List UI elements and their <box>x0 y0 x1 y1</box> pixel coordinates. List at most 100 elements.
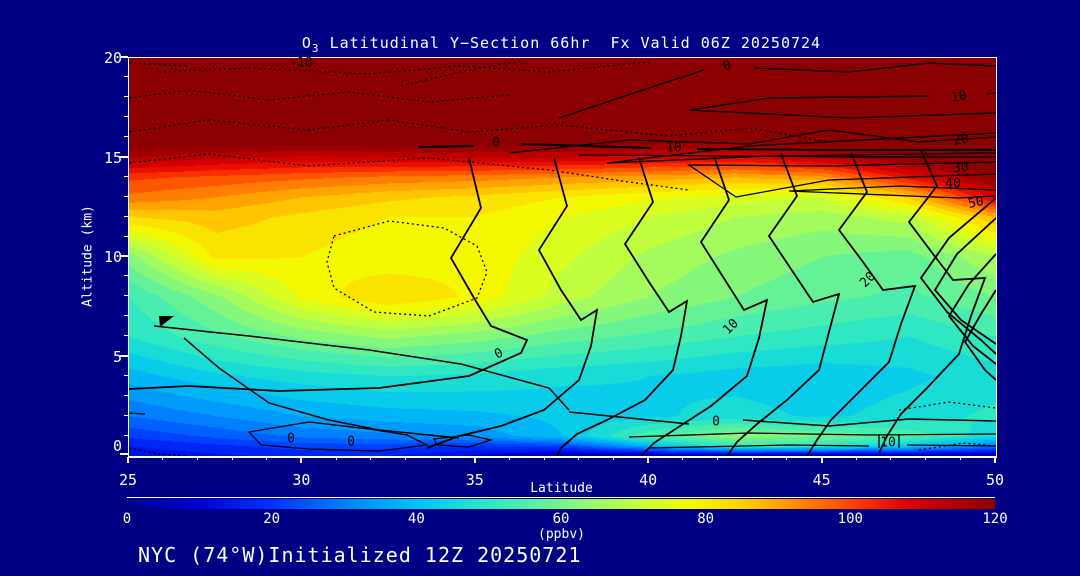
contour-label-0: 0 <box>712 414 720 430</box>
x-major-tick <box>127 457 129 463</box>
y-minor-tick <box>124 136 128 138</box>
y-major-tick <box>120 255 128 257</box>
contour-lines-thin <box>129 62 996 452</box>
y-minor-tick <box>124 414 128 416</box>
y-minor-tick <box>124 96 128 98</box>
colorbar-tick-label-20: 20 <box>263 511 281 527</box>
y-tick-label-0: 0 <box>112 437 122 455</box>
title-species: O <box>301 34 312 52</box>
contour-label-50: 50 <box>966 194 986 212</box>
filled-contour-field <box>129 58 996 456</box>
x-major-tick <box>473 457 476 463</box>
y-tick-label-5: 5 <box>112 347 122 366</box>
colorbar-unit-label: (ppbv) <box>538 527 585 542</box>
contour-value-labels: -10 0 0 10 10 20 30 40 50 20 10 0 0 0 0 10 <box>129 55 996 456</box>
y-minor-tick <box>124 295 128 297</box>
y-tick-label-20: 20 <box>103 49 122 67</box>
colorbar-gradient <box>127 499 995 509</box>
y-minor-tick <box>124 394 128 396</box>
y-minor-tick <box>124 235 128 237</box>
colorbar-tick-label-60: 60 <box>552 511 570 527</box>
x-tick-label-35: 35 <box>465 471 484 489</box>
x-major-tick <box>300 457 303 463</box>
x-tick-label-40: 40 <box>639 471 658 489</box>
init-info-text: NYC (74°W)Initialized 12Z 20250721 <box>138 543 582 567</box>
y-minor-tick <box>124 215 128 217</box>
x-minor-tick <box>786 457 788 460</box>
x-minor-tick <box>404 457 406 460</box>
contour-lines-lower <box>153 325 996 439</box>
y-minor-tick <box>124 315 128 317</box>
y-tick-label-15: 15 <box>103 148 122 167</box>
contour-label-10: 10 <box>880 435 896 451</box>
y-major-tick <box>120 453 128 455</box>
x-minor-tick <box>335 457 337 460</box>
y-axis-ticks <box>120 56 128 456</box>
x-minor-tick <box>196 457 198 460</box>
x-minor-tick <box>439 457 441 460</box>
x-axis-tick-labels: 25 30 35 40 45 50 <box>119 463 1004 489</box>
contour-label-0: 0 <box>492 345 506 363</box>
y-major-tick <box>120 56 128 58</box>
contour-label-0: 0 <box>720 57 734 75</box>
y-major-tick <box>120 354 128 357</box>
colorbar-tick-label-100: 100 <box>837 511 863 527</box>
contour-label-20: 20 <box>857 269 879 291</box>
title-species-subscript: 3 <box>311 42 320 55</box>
contour-label-20: 20 <box>951 131 971 149</box>
contour-label-40: 40 <box>945 176 961 192</box>
x-minor-tick <box>890 457 892 460</box>
x-tick-label-50: 50 <box>985 471 1005 489</box>
y-minor-tick <box>124 76 128 78</box>
x-axis-title: Latitude <box>530 481 593 496</box>
colorbar-top-line <box>127 497 995 498</box>
colorbar-tick-label-0: 0 <box>122 511 132 527</box>
x-minor-tick <box>370 457 372 460</box>
colorbar-tick-label-80: 80 <box>697 511 715 527</box>
y-minor-tick <box>124 195 128 197</box>
contour-lines-overlay <box>129 60 996 456</box>
contour-label-10: 10 <box>720 316 742 338</box>
wind-flag-marker <box>159 316 174 327</box>
x-minor-tick <box>925 457 927 460</box>
x-minor-tick <box>508 457 510 460</box>
x-minor-tick <box>266 457 268 460</box>
y-minor-tick <box>124 374 128 376</box>
x-major-tick <box>647 457 650 463</box>
y-axis-tick-labels: 0 5 10 15 20 <box>74 49 122 456</box>
contour-lines-negative-dotted <box>129 60 996 456</box>
x-major-tick <box>994 457 996 463</box>
x-minor-tick <box>682 457 684 460</box>
y-major-tick <box>120 155 128 158</box>
contour-label-30: 30 <box>952 159 970 177</box>
y-minor-tick <box>124 335 128 337</box>
contour-label-10: 10 <box>666 140 682 156</box>
plot-area: -10 0 0 10 10 20 30 40 50 20 10 0 0 0 0 10 <box>128 57 997 458</box>
contour-label-0: 0 <box>287 431 295 447</box>
y-tick-label-10: 10 <box>103 248 122 266</box>
x-minor-tick <box>751 457 753 460</box>
x-axis-ticks <box>127 457 996 467</box>
y-minor-tick <box>124 116 128 118</box>
x-minor-tick <box>231 457 233 460</box>
contour-label--10: -10 <box>289 55 313 71</box>
x-minor-tick <box>855 457 857 460</box>
contour-lines-main <box>129 149 996 456</box>
contour-label-0: 0 <box>492 135 500 151</box>
y-minor-tick <box>124 175 128 177</box>
contour-label-0: 0 <box>347 434 355 450</box>
x-major-tick <box>820 457 823 463</box>
tropopause-boundary-line <box>418 143 996 151</box>
contour-label-10: 10 <box>949 88 969 106</box>
x-minor-tick <box>578 457 580 460</box>
x-tick-label-45: 45 <box>812 471 831 489</box>
chart-title: O3 Latitudinal Y−Section 66hr Fx Valid 0… <box>128 34 995 55</box>
x-minor-tick <box>959 457 961 460</box>
x-minor-tick <box>717 457 719 460</box>
title-text: Latitudinal Y−Section 66hr Fx Valid 06Z … <box>319 34 822 52</box>
colorbar-tick-label-40: 40 <box>407 511 425 527</box>
x-tick-label-30: 30 <box>292 471 311 489</box>
colorbar-tick-labels: 0 20 40 60 80 100 120 <box>123 511 1008 527</box>
x-tick-label-25: 25 <box>118 471 138 489</box>
